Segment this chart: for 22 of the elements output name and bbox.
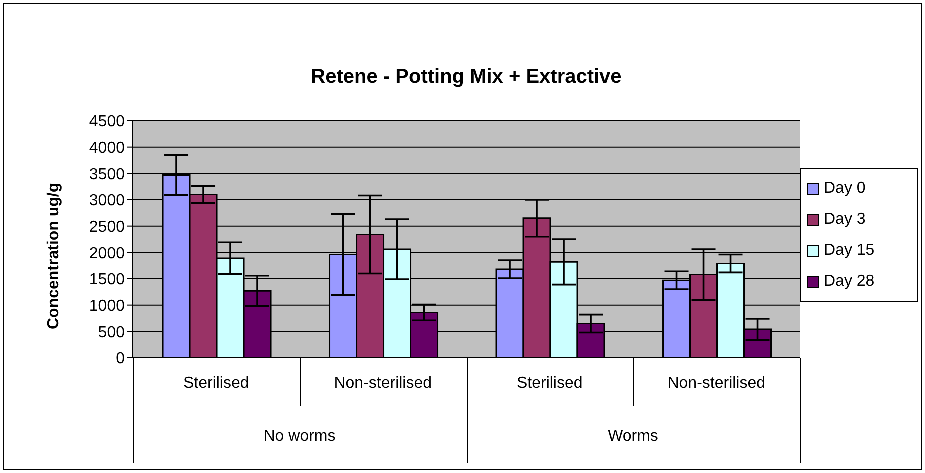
- x-tick-label: Sterilised: [183, 375, 250, 392]
- y-tick-label: 2500: [89, 219, 126, 236]
- y-tick-label: 0: [116, 350, 126, 368]
- x-tick-label: Non-sterilised: [334, 375, 432, 392]
- legend-label: Day 28: [824, 272, 875, 292]
- y-tick-label: 1000: [89, 298, 126, 316]
- y-tick-label: 1500: [89, 272, 126, 289]
- y-tick-label: 2000: [89, 245, 126, 262]
- y-tick-label: 4500: [89, 114, 126, 131]
- y-tick-label: 3500: [89, 166, 126, 184]
- text: Worms: [607, 428, 660, 446]
- chart-title: Retene - Potting Mix + Extractive: [310, 66, 623, 89]
- y-tick-label: 500: [98, 324, 126, 342]
- text: No worms: [262, 428, 337, 446]
- legend-label: Day 3: [824, 210, 866, 230]
- legend-label: Day 0: [824, 179, 866, 199]
- y-tick-label: 4000: [89, 140, 126, 158]
- legend-label: Day 15: [824, 241, 875, 261]
- y-axis-title: Concentration ug/g: [46, 182, 63, 330]
- y-tick-label: 3000: [89, 192, 126, 210]
- x-tick-label: Non-sterilised: [668, 375, 766, 392]
- x-tick-label: Sterilised: [516, 375, 583, 392]
